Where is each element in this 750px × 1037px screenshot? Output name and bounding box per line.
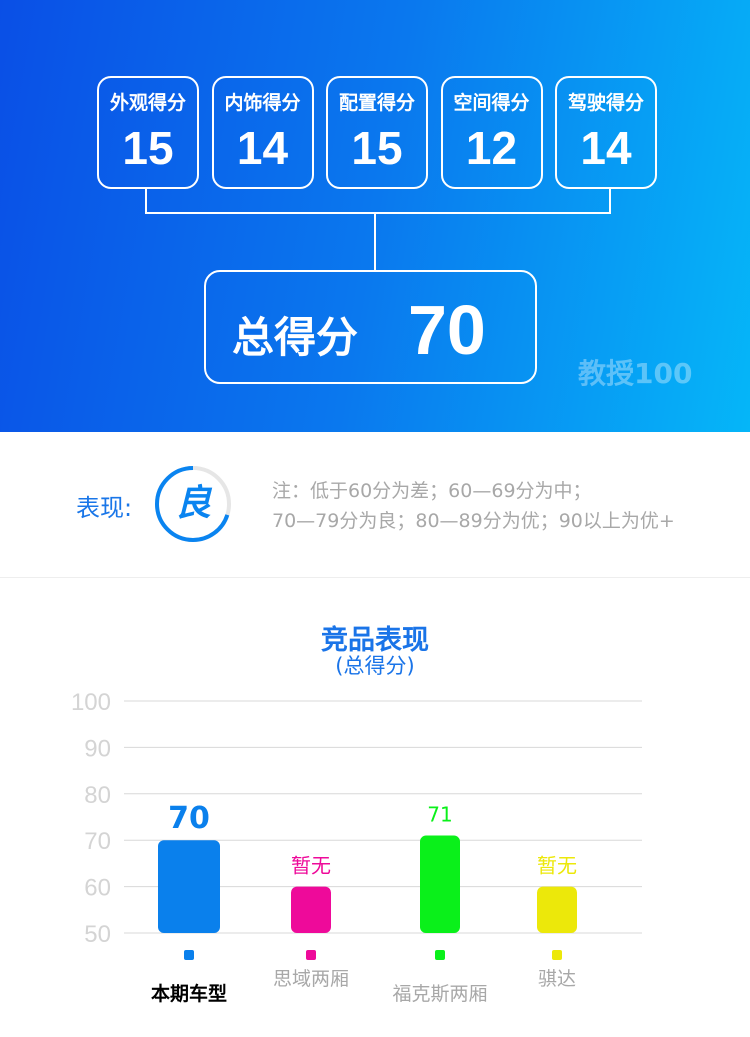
performance-label: 表现:	[76, 494, 133, 522]
y-tick-label: 90	[84, 735, 111, 762]
score-label: 空间得分	[453, 92, 530, 114]
score-label: 配置得分	[338, 92, 415, 114]
connector	[145, 189, 147, 213]
connector	[374, 212, 376, 270]
grade-ring-icon	[155, 466, 231, 542]
category-label: 骐达	[538, 968, 576, 990]
score-box: 空间得分 12	[440, 76, 543, 189]
category-label: 本期车型	[151, 982, 227, 1005]
score-box: 驾驶得分 14	[555, 76, 657, 189]
legend-marker	[184, 950, 194, 960]
score-value: 14	[580, 122, 632, 174]
category-label: 思域两厢	[273, 968, 349, 990]
bar	[158, 840, 220, 933]
score-box: 配置得分 15	[326, 76, 428, 189]
note-line-2: 70—79分为良；80—89分为优；90以上为优+	[272, 510, 675, 532]
data-label: 暂无	[291, 854, 331, 878]
grade-value: 良	[174, 483, 211, 524]
total-score-box: 总得分 70	[204, 270, 537, 384]
bar	[420, 835, 460, 933]
chart-subtitle: (总得分)	[335, 654, 415, 678]
chart-title: 竞品表现	[321, 625, 429, 656]
score-label: 驾驶得分	[567, 92, 644, 114]
connector	[609, 189, 611, 213]
y-tick-label: 60	[84, 875, 111, 902]
y-tick-label: 70	[84, 828, 111, 855]
y-tick-label: 100	[71, 689, 111, 716]
score-value: 15	[122, 122, 174, 174]
score-label: 外观得分	[109, 92, 186, 114]
performance-section: 表现: 良 注：低于60分为差；60—69分为中； 70—79分为良；80—89…	[0, 432, 750, 578]
score-value: 12	[465, 122, 518, 174]
score-header: 外观得分 15 内饰得分 14 配置得分 15 空间得分 12 驾驶得分 14 总得分 70 教授…	[0, 0, 750, 432]
bar	[537, 886, 577, 933]
y-tick-label: 50	[84, 921, 111, 948]
legend-marker	[552, 950, 562, 960]
legend-marker	[435, 950, 445, 960]
data-label: 70	[168, 801, 210, 836]
y-tick-label: 80	[84, 782, 111, 809]
note-line-1: 注：低于60分为差；60—69分为中；	[272, 480, 592, 502]
score-value: 15	[351, 122, 403, 174]
legend-marker	[306, 950, 316, 960]
score-box: 内饰得分 14	[211, 76, 314, 189]
score-label: 内饰得分	[224, 92, 301, 114]
data-label: 暂无	[537, 854, 577, 878]
category-label: 福克斯两厢	[392, 983, 487, 1005]
connector	[145, 212, 611, 214]
score-box: 外观得分 15	[97, 76, 199, 189]
total-value: 70	[408, 291, 486, 369]
bar	[291, 886, 331, 933]
score-value: 14	[236, 122, 289, 174]
grade-ring: 良	[154, 465, 232, 543]
watermark-logo: 教授100	[578, 357, 693, 390]
total-label: 总得分	[232, 313, 359, 362]
data-label: 71	[427, 803, 452, 827]
